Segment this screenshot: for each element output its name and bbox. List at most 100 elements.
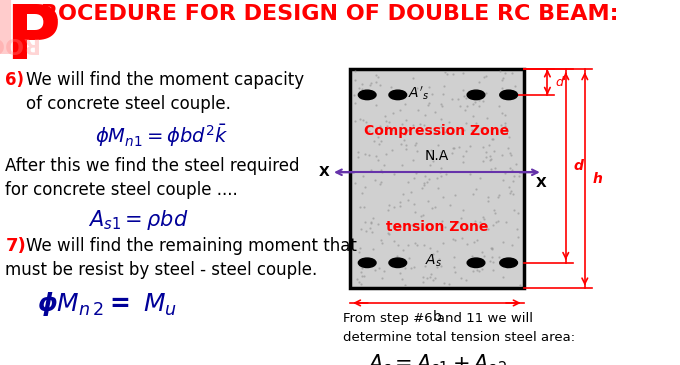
Point xyxy=(447,237,458,242)
Point xyxy=(458,70,469,76)
Point xyxy=(410,240,421,246)
Text: $\boldsymbol{\phi M_{n\,2}=\ M_u}$: $\boldsymbol{\phi M_{n\,2}=\ M_u}$ xyxy=(37,290,177,318)
Text: $A_s = A_{s1} + A_{s\,2}$: $A_s = A_{s1} + A_{s\,2}$ xyxy=(367,352,508,365)
Point xyxy=(398,137,409,143)
Point xyxy=(387,261,398,266)
Point xyxy=(418,274,428,280)
Point xyxy=(373,221,384,227)
Point xyxy=(445,202,456,208)
Text: 6): 6) xyxy=(5,71,24,89)
Point xyxy=(435,263,446,269)
Point xyxy=(448,145,459,151)
Point xyxy=(350,77,361,82)
Point xyxy=(376,237,387,243)
Point xyxy=(376,169,387,174)
Point xyxy=(421,178,432,184)
Point xyxy=(496,85,507,91)
Point xyxy=(432,264,443,270)
Point xyxy=(461,103,472,109)
Point xyxy=(358,173,369,179)
Text: We will find the moment capacity: We will find the moment capacity xyxy=(26,71,304,89)
Point xyxy=(515,282,526,288)
Point xyxy=(509,207,520,213)
Point xyxy=(415,213,426,219)
Point xyxy=(509,83,520,89)
Point xyxy=(410,209,421,215)
Point xyxy=(435,165,446,171)
Point xyxy=(511,226,522,232)
Point xyxy=(410,222,421,227)
Point xyxy=(475,125,486,131)
Point xyxy=(384,231,394,237)
Circle shape xyxy=(389,258,407,268)
Text: d': d' xyxy=(556,76,567,89)
Point xyxy=(485,153,496,159)
Point xyxy=(364,152,375,158)
Text: d: d xyxy=(574,159,584,173)
Point xyxy=(471,120,482,126)
Point xyxy=(403,197,414,203)
Text: X: X xyxy=(319,165,330,179)
Point xyxy=(511,89,522,95)
Point xyxy=(448,254,459,260)
Point xyxy=(378,162,389,168)
Point xyxy=(471,237,482,243)
Point xyxy=(478,214,489,220)
Point xyxy=(448,145,459,151)
Point xyxy=(488,136,498,142)
Point xyxy=(400,101,411,107)
Point xyxy=(462,226,473,232)
Point xyxy=(473,97,484,103)
Point xyxy=(391,253,402,258)
Point xyxy=(422,102,433,108)
Point xyxy=(401,142,411,148)
Point xyxy=(460,95,471,101)
Circle shape xyxy=(389,90,407,100)
Point xyxy=(512,235,523,241)
Point xyxy=(497,110,508,116)
Point xyxy=(410,170,421,176)
Point xyxy=(394,90,405,96)
Point xyxy=(348,92,359,98)
Point xyxy=(350,118,360,124)
Point xyxy=(393,242,404,248)
Point xyxy=(419,173,430,178)
Point xyxy=(386,127,397,133)
Point xyxy=(428,277,439,283)
Point xyxy=(405,131,415,137)
Point xyxy=(500,219,511,225)
Point xyxy=(388,110,398,115)
Point xyxy=(505,165,515,171)
Point xyxy=(497,177,508,183)
Point xyxy=(437,218,447,224)
Point xyxy=(499,120,510,126)
Point xyxy=(494,103,505,109)
Point xyxy=(487,259,498,265)
Point xyxy=(494,192,505,198)
Point xyxy=(496,78,507,84)
Point xyxy=(355,116,366,122)
Point xyxy=(477,266,488,272)
Point xyxy=(513,173,524,179)
Point xyxy=(488,267,499,273)
Point xyxy=(409,175,420,181)
Point xyxy=(422,275,432,281)
Point xyxy=(468,191,479,197)
Point xyxy=(431,175,442,181)
Point xyxy=(435,124,446,130)
Point xyxy=(479,253,490,259)
Point xyxy=(395,141,406,147)
Text: P: P xyxy=(0,0,5,54)
Text: $\phi M_{n1}= \phi bd^2\bar{k}$: $\phi M_{n1}= \phi bd^2\bar{k}$ xyxy=(95,122,229,149)
Circle shape xyxy=(500,90,517,100)
Point xyxy=(469,239,479,245)
Point xyxy=(400,265,411,271)
Point xyxy=(498,75,509,81)
Text: Compression Zone: Compression Zone xyxy=(364,124,509,138)
Point xyxy=(423,199,434,204)
Point xyxy=(424,176,435,182)
Text: $\mathit{A_{s1}= \rho bd}$: $\mathit{A_{s1}= \rho bd}$ xyxy=(88,208,189,232)
Point xyxy=(506,152,517,158)
Point xyxy=(434,256,445,262)
Point xyxy=(492,194,503,200)
